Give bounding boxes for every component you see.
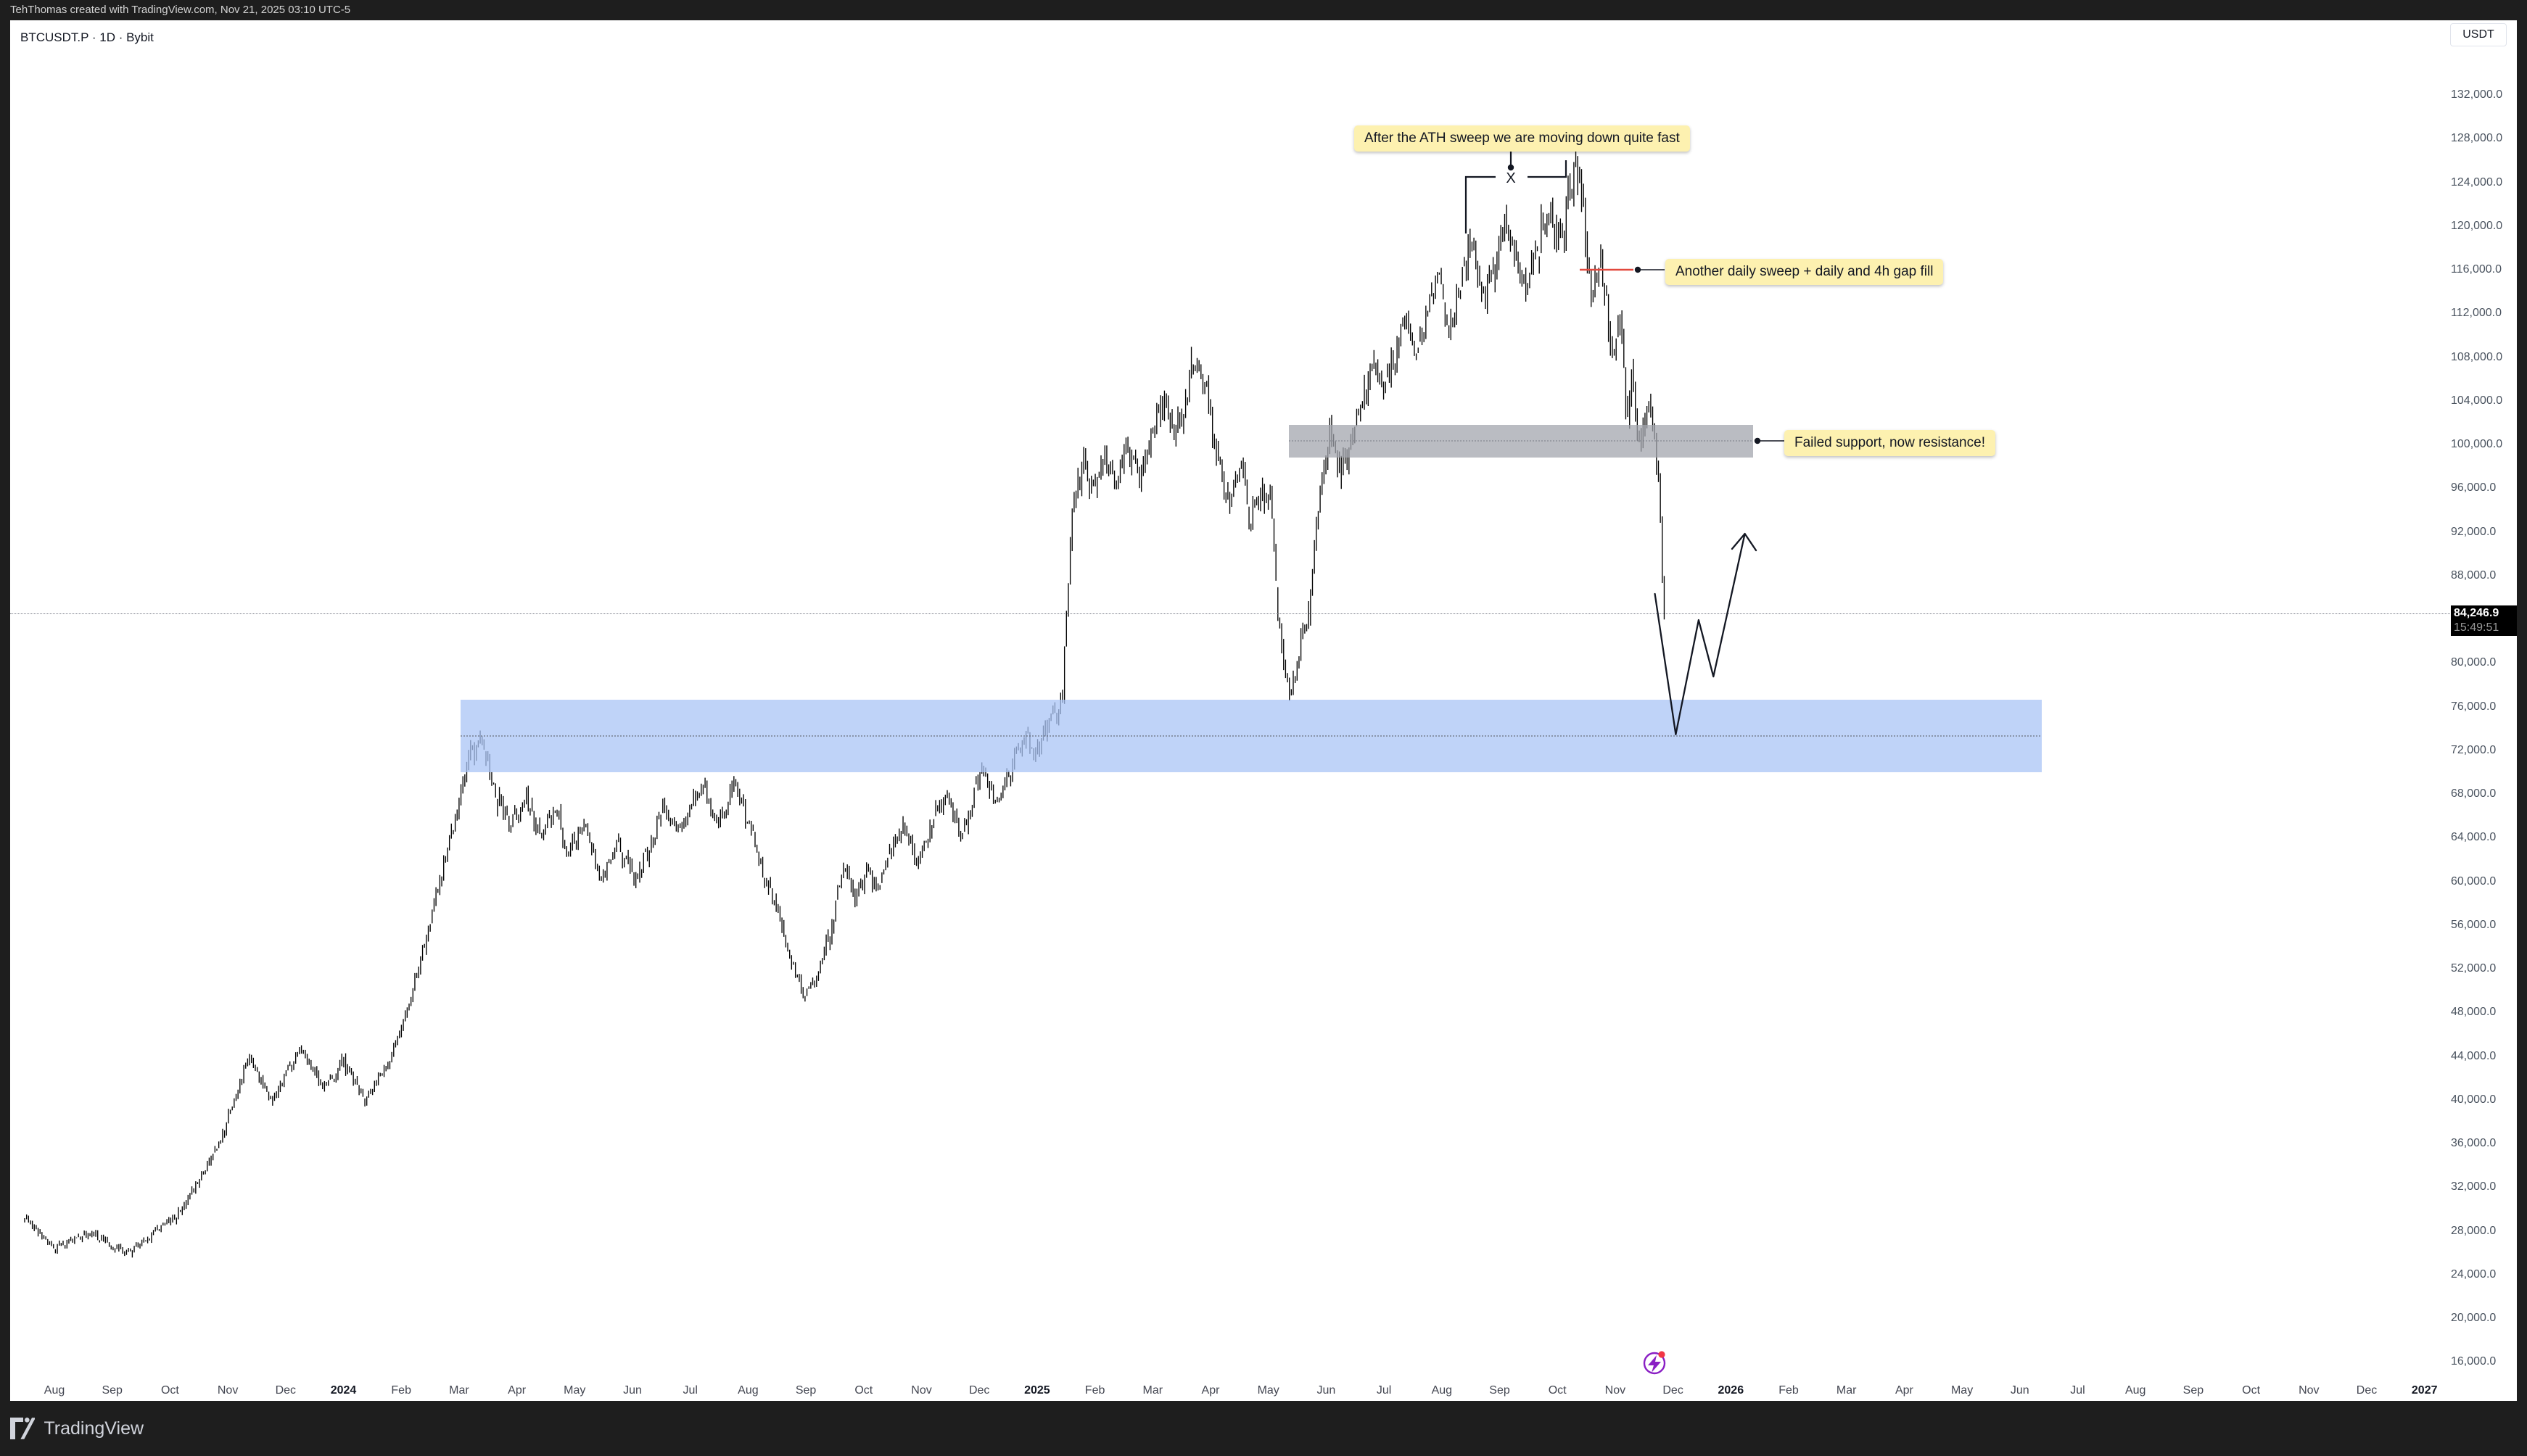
svg-text:X: X xyxy=(1506,170,1515,186)
